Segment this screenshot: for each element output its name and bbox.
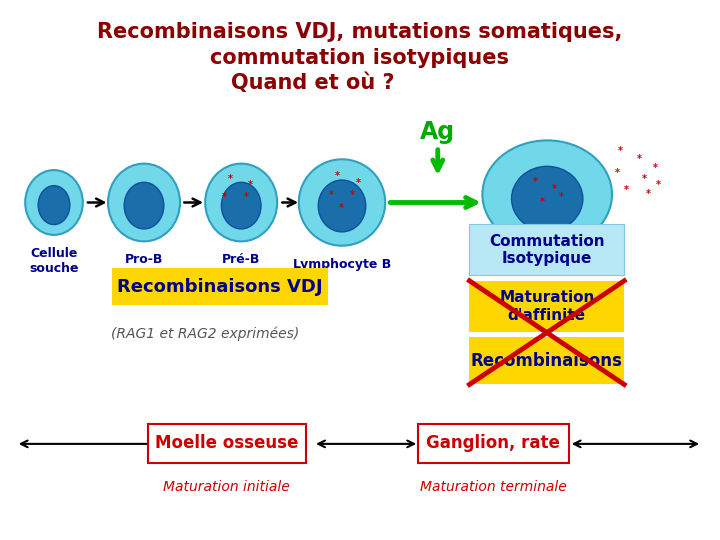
Text: Recombinaisons VDJ: Recombinaisons VDJ xyxy=(117,278,323,296)
Text: *: * xyxy=(329,191,333,200)
FancyBboxPatch shape xyxy=(469,337,624,384)
Text: Plasmocyte: Plasmocyte xyxy=(507,260,588,273)
Ellipse shape xyxy=(124,183,164,229)
Text: Pré-B: Pré-B xyxy=(222,253,261,266)
FancyBboxPatch shape xyxy=(418,424,569,463)
Text: *: * xyxy=(356,178,360,187)
Ellipse shape xyxy=(482,140,612,248)
Text: commutation isotypiques: commutation isotypiques xyxy=(210,48,510,68)
Text: Quand et où ?: Quand et où ? xyxy=(231,73,395,93)
Text: *: * xyxy=(616,168,620,178)
Text: Maturation
d'affinité: Maturation d'affinité xyxy=(499,291,595,322)
Text: *: * xyxy=(618,146,623,156)
Text: Moelle osseuse: Moelle osseuse xyxy=(155,434,299,453)
Ellipse shape xyxy=(25,170,83,235)
Text: Ganglion, rate: Ganglion, rate xyxy=(426,434,560,453)
Text: Pro-B: Pro-B xyxy=(125,253,163,266)
Text: *: * xyxy=(552,184,557,194)
FancyBboxPatch shape xyxy=(112,268,328,305)
Text: Recombinaisons: Recombinaisons xyxy=(471,352,623,370)
Text: *: * xyxy=(533,177,537,187)
Text: *: * xyxy=(339,204,343,213)
Ellipse shape xyxy=(299,159,385,246)
Text: *: * xyxy=(624,185,629,195)
Text: Cellule
souche: Cellule souche xyxy=(30,247,78,275)
Text: Ag: Ag xyxy=(420,120,455,144)
Text: Lymphocyte B: Lymphocyte B xyxy=(293,258,391,271)
Text: *: * xyxy=(559,192,564,201)
Text: (RAG1 et RAG2 exprimées): (RAG1 et RAG2 exprimées) xyxy=(111,327,300,341)
Ellipse shape xyxy=(318,180,366,232)
Ellipse shape xyxy=(205,164,277,241)
Text: *: * xyxy=(540,197,544,207)
FancyBboxPatch shape xyxy=(469,281,624,332)
Text: Recombinaisons VDJ, mutations somatiques,: Recombinaisons VDJ, mutations somatiques… xyxy=(97,22,623,43)
Text: *: * xyxy=(351,191,355,200)
Text: *: * xyxy=(244,192,248,202)
Text: *: * xyxy=(222,192,227,202)
Text: *: * xyxy=(657,180,661,190)
Text: Maturation terminale: Maturation terminale xyxy=(420,480,567,494)
FancyBboxPatch shape xyxy=(148,424,306,463)
Text: *: * xyxy=(637,154,642,164)
Ellipse shape xyxy=(108,164,180,241)
Text: *: * xyxy=(228,174,233,184)
Text: *: * xyxy=(248,180,253,190)
Ellipse shape xyxy=(38,186,70,225)
Text: *: * xyxy=(646,190,650,199)
Ellipse shape xyxy=(222,183,261,229)
Text: Maturation initiale: Maturation initiale xyxy=(163,480,290,494)
Text: *: * xyxy=(642,174,647,184)
Ellipse shape xyxy=(512,166,583,231)
Text: *: * xyxy=(335,171,339,180)
Text: Commutation
Isotypique: Commutation Isotypique xyxy=(489,233,605,266)
FancyBboxPatch shape xyxy=(469,224,624,275)
Text: *: * xyxy=(653,164,657,173)
